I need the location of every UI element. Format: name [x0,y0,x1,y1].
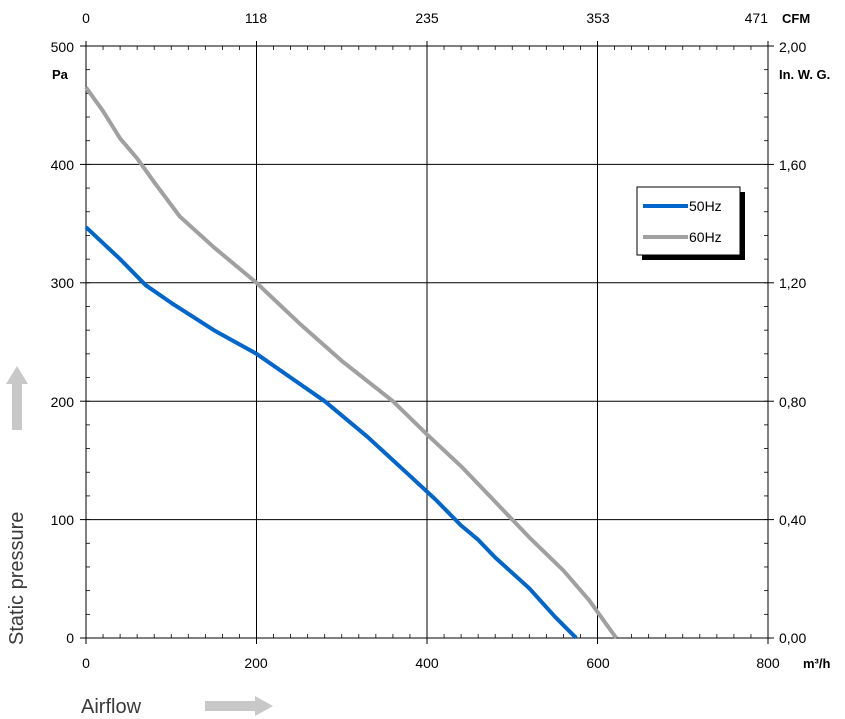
x-axis-title-group: Airflow [81,696,273,718]
y-tick-label: 200 [51,394,75,410]
y-right-tick-label: 1,60 [779,157,806,173]
x-unit-label: m³/h [803,656,831,671]
x-tick-label: 0 [82,655,90,671]
y-tick-labels-right: 0,00 0,40 0,80 1,20 1,60 2,00 [779,39,806,646]
y-axis-title: Static pressure [6,512,28,645]
right-arrow-icon [205,696,273,716]
x-top-tick-label: 118 [245,10,268,26]
legend: 50Hz 60Hz [636,186,745,260]
y-tick-label: 100 [51,512,75,528]
x-top-tick-label: 235 [415,10,439,26]
y-right-tick-label: 0,80 [779,394,806,410]
x-tick-label: 400 [415,655,439,671]
up-arrow-icon [6,366,28,430]
minor-ticks [85,45,769,639]
y-right-tick-label: 1,20 [779,275,806,291]
grid-lines [86,46,768,638]
y-right-tick-label: 0,00 [779,630,806,646]
series-line-60hz [84,86,618,640]
x-axis-title: Airflow [81,696,142,718]
x-tick-labels-bottom: 0 200 400 600 800 [82,655,780,671]
legend-box [636,186,741,256]
x-top-unit-label: CFM [782,11,810,26]
y-tick-label: 300 [51,275,75,291]
x-top-tick-label: 0 [82,10,90,26]
legend-label-60hz: 60Hz [689,229,722,245]
y-right-tick-label: 2,00 [779,39,806,55]
y-unit-label: Pa [52,67,69,82]
x-tick-label: 800 [756,655,780,671]
y-tick-labels-left: 0 100 200 300 400 500 [51,39,75,646]
series-line-50hz [84,225,578,640]
x-tick-label: 200 [244,655,268,671]
y-tick-label: 400 [51,157,75,173]
series-lines [84,86,618,640]
y-tick-label: 0 [66,630,74,646]
y-right-tick-label: 0,40 [779,512,806,528]
x-top-tick-label: 353 [586,10,610,26]
x-tick-labels-top: 0 118 235 353 471 [82,10,768,26]
y-right-unit-label: In. W. G. [779,67,830,82]
y-axis-title-group: Static pressure [6,366,28,645]
plot-frame [80,41,774,644]
y-tick-label: 500 [51,39,75,55]
legend-label-50hz: 50Hz [689,198,722,214]
x-tick-label: 600 [586,655,610,671]
x-top-tick-label: 471 [745,10,769,26]
